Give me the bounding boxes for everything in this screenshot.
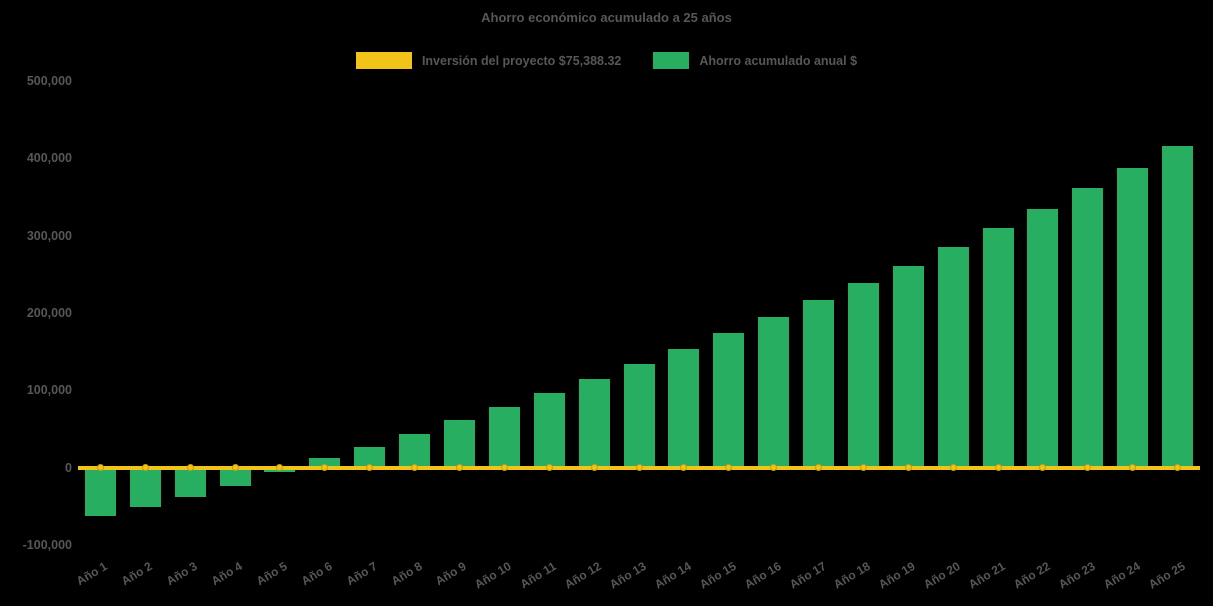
bar	[488, 406, 520, 468]
bar	[623, 364, 655, 468]
bar	[354, 446, 386, 468]
bar	[982, 227, 1014, 468]
line-marker	[366, 464, 374, 472]
line-marker	[590, 464, 598, 472]
y-tick-label: 100,000	[26, 383, 72, 398]
line-marker	[635, 464, 643, 472]
line-marker	[770, 464, 778, 472]
line-marker	[725, 464, 733, 472]
line-marker	[276, 464, 284, 472]
bar	[578, 378, 610, 468]
line-marker	[545, 464, 553, 472]
legend-label-savings: Ahorro acumulado anual $	[699, 53, 858, 68]
line-marker	[1039, 464, 1047, 472]
line-marker	[1084, 464, 1092, 472]
line-marker	[455, 464, 463, 472]
bar	[1162, 145, 1194, 468]
line-marker	[1174, 464, 1182, 472]
line-marker	[680, 464, 688, 472]
line-marker	[141, 464, 149, 472]
bar	[309, 458, 341, 468]
bar	[713, 333, 745, 468]
bar	[399, 433, 431, 468]
line-marker	[500, 464, 508, 472]
line-marker	[994, 464, 1002, 472]
line-marker	[949, 464, 957, 472]
line-marker	[1129, 464, 1137, 472]
legend-swatch-savings-bar	[653, 52, 690, 69]
bar	[1117, 167, 1149, 468]
y-tick-label: -100,000	[22, 538, 72, 552]
line-marker	[96, 464, 104, 472]
line-marker	[859, 464, 867, 472]
bar	[937, 247, 969, 468]
line-marker	[186, 464, 194, 472]
line-marker	[321, 464, 329, 472]
y-tick-label: 400,000	[26, 151, 72, 166]
legend-swatch-investment-line	[355, 52, 412, 69]
chart-legend: Inversión del proyecto $75,388.32 Ahorro…	[0, 52, 1213, 69]
y-tick-label: 200,000	[26, 306, 72, 320]
bar	[174, 467, 206, 498]
y-tick-label: 0	[65, 460, 72, 475]
line-marker	[411, 464, 419, 472]
line-marker	[904, 464, 912, 472]
y-tick-label: 300,000	[26, 228, 72, 243]
legend-label-investment: Inversión del proyecto $75,388.32	[421, 53, 622, 68]
bar	[1027, 208, 1059, 468]
bar	[847, 282, 879, 468]
bar	[84, 467, 116, 516]
bar	[803, 299, 835, 468]
line-marker	[231, 464, 239, 472]
bar	[668, 349, 700, 468]
bar	[892, 265, 924, 468]
bar	[219, 467, 251, 487]
line-marker	[815, 464, 823, 472]
y-tick-label: 500,000	[26, 74, 72, 88]
bar	[758, 316, 790, 468]
bar	[1072, 188, 1104, 468]
bar	[129, 467, 161, 508]
chart-title: Ahorro económico acumulado a 25 años	[481, 10, 732, 25]
bar	[533, 392, 565, 468]
bar	[443, 420, 475, 468]
